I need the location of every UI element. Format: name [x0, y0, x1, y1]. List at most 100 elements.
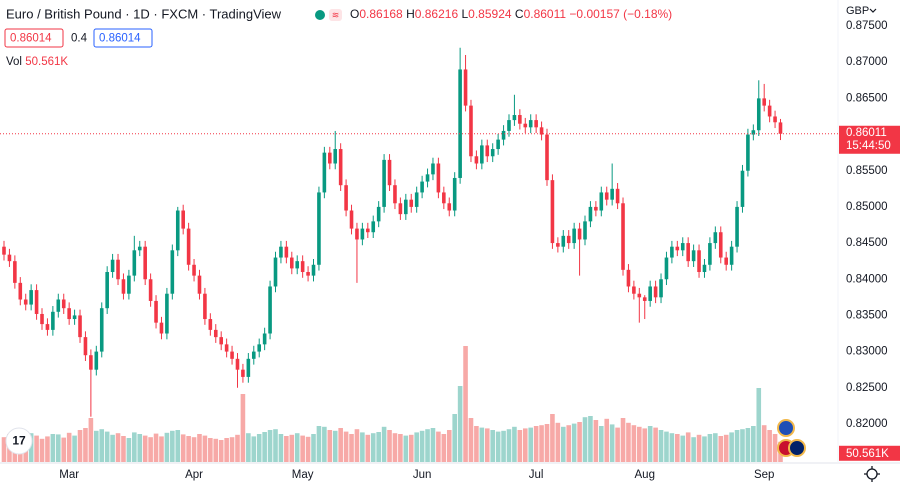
- candle-body: [208, 319, 213, 330]
- volume-bar: [446, 430, 452, 462]
- candle-body: [94, 351, 99, 370]
- volume-bar: [479, 427, 485, 462]
- volume-bar: [218, 440, 224, 462]
- volume-bar: [332, 430, 338, 462]
- volume-bar: [327, 430, 333, 462]
- volume-bar: [560, 426, 566, 462]
- volume-bar: [729, 432, 734, 462]
- candle-body: [588, 206, 593, 222]
- y-tick-label: 0.87000: [846, 56, 888, 68]
- volume-value: 50.561K: [25, 56, 68, 68]
- candle-body: [127, 275, 131, 294]
- candle-body: [463, 69, 468, 106]
- volume-bar: [88, 418, 94, 462]
- candle-body: [154, 300, 158, 323]
- candle-body: [165, 293, 169, 334]
- volume-bar: [658, 430, 664, 462]
- market-status-icon[interactable]: [315, 10, 325, 20]
- volume-bar: [506, 429, 512, 462]
- y-tick-label: 0.83000: [846, 346, 888, 358]
- volume-bar: [256, 434, 262, 462]
- flag-icon[interactable]: [788, 439, 806, 457]
- volume-bar: [647, 426, 653, 462]
- candle-body: [653, 286, 658, 298]
- candle-body: [778, 122, 783, 134]
- volume-bar: [751, 426, 756, 462]
- candle-body: [637, 293, 642, 298]
- x-tick-label: Aug: [635, 469, 655, 481]
- data-status-icon[interactable]: [329, 9, 342, 21]
- volume-bar: [251, 436, 257, 462]
- candle-body: [708, 243, 712, 265]
- flag-icon[interactable]: [777, 419, 795, 437]
- indicator-box[interactable]: [4, 28, 64, 48]
- candle-body: [773, 116, 777, 123]
- candle-body: [29, 290, 33, 305]
- symbol-title[interactable]: Euro / British Pound · 1D · FXCM · Tradi…: [6, 6, 282, 21]
- open-value: 0.86168: [359, 7, 403, 21]
- close-label: C: [515, 7, 524, 21]
- candle-body: [534, 120, 538, 128]
- candle-body: [713, 232, 718, 244]
- volume-bar: [235, 434, 240, 462]
- y-tick-label: 0.82000: [846, 418, 888, 430]
- candle-body: [300, 261, 305, 273]
- volume-bar: [202, 435, 208, 462]
- candle-body: [40, 313, 44, 325]
- currency-label[interactable]: GBP: [846, 5, 869, 17]
- candle-body: [594, 206, 598, 211]
- candle-body: [697, 250, 701, 273]
- candle-body: [566, 235, 571, 244]
- volume-bar: [208, 438, 213, 462]
- volume-bar: [767, 430, 772, 462]
- candle-body: [344, 185, 348, 211]
- candle-body: [691, 250, 696, 262]
- settings-icon-teeth: [864, 466, 880, 482]
- candle-body: [485, 145, 490, 157]
- volume-bar: [191, 437, 197, 462]
- volume-bar: [713, 433, 718, 462]
- x-tick-label: Mar: [59, 469, 79, 481]
- candle-body: [523, 123, 528, 128]
- candle-body: [387, 159, 392, 186]
- volume-bar: [512, 426, 517, 462]
- logo-badge[interactable]: [5, 427, 33, 455]
- volume-bar: [1, 437, 7, 462]
- volume-bar: [61, 437, 67, 462]
- volume-bar: [224, 438, 229, 462]
- indicator-box[interactable]: [93, 28, 153, 48]
- candle-body: [268, 286, 272, 334]
- x-tick-label: Sep: [754, 469, 774, 481]
- candle-body: [355, 228, 359, 240]
- volume-bar: [180, 434, 186, 462]
- y-tick-label: 0.86500: [846, 92, 888, 104]
- y-tick-label: 0.85000: [846, 201, 888, 213]
- candle-body: [420, 181, 424, 193]
- volume-bar: [28, 433, 34, 462]
- volume-bar: [50, 434, 56, 462]
- y-tick-label: 0.84500: [846, 237, 888, 249]
- x-tick-label: May: [292, 469, 314, 481]
- last-price-tag: [839, 125, 900, 154]
- volume-bar: [197, 434, 202, 462]
- candle-body: [89, 355, 93, 370]
- currency-dropdown[interactable]: [869, 8, 877, 13]
- candle-body: [67, 308, 71, 320]
- low-label: L: [461, 7, 468, 21]
- ohlc-legend: O0.86168 H0.86216 L0.85924 C0.86011 −0.0…: [350, 7, 672, 21]
- volume-bar: [121, 436, 126, 462]
- y-tick-label: 0.83500: [846, 309, 888, 321]
- volume-bar: [772, 434, 778, 462]
- candle-body: [518, 115, 522, 124]
- candle-body: [447, 203, 452, 211]
- candle-body: [56, 299, 61, 312]
- volume-bar: [734, 430, 740, 462]
- candle-body: [219, 337, 223, 345]
- y-tick-label: 0.85500: [846, 165, 888, 177]
- candle-body: [670, 246, 674, 258]
- candle-body: [338, 149, 343, 186]
- volume-bar: [137, 434, 143, 462]
- volume-bar: [186, 436, 191, 462]
- candle-body: [550, 180, 555, 244]
- candle-body: [621, 203, 625, 270]
